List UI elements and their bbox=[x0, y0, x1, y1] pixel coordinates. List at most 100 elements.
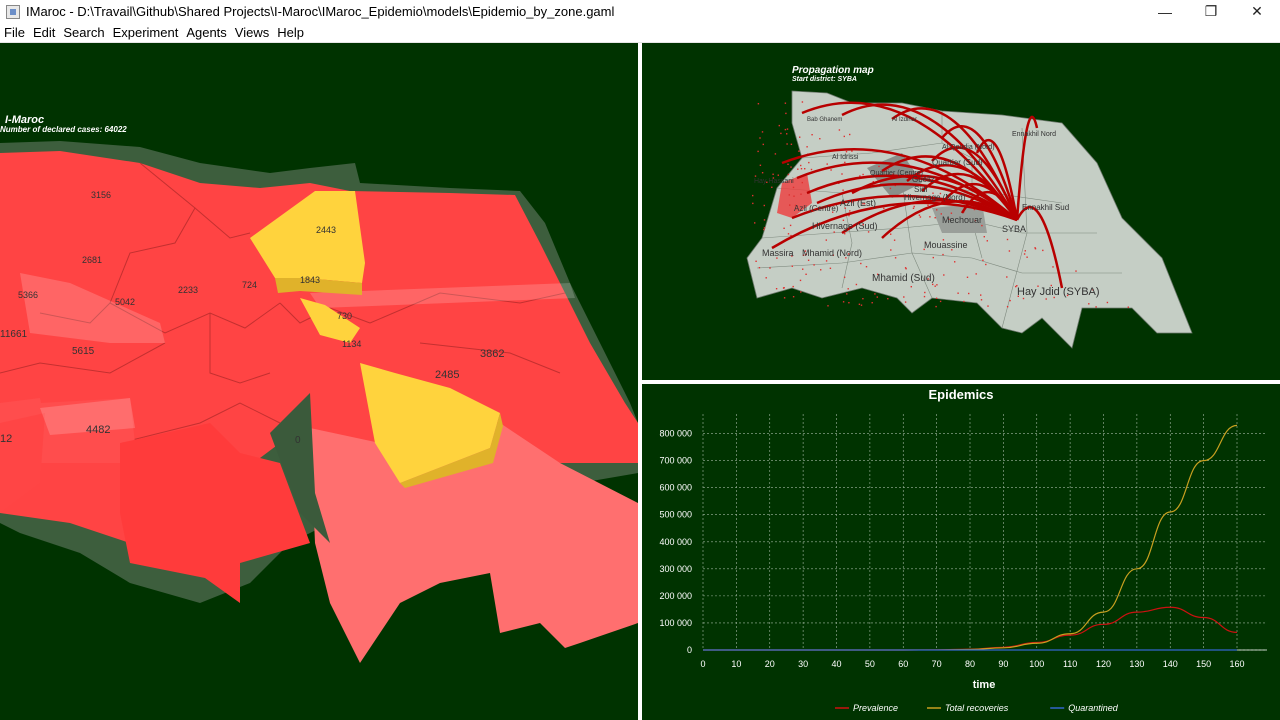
infection-dot bbox=[843, 135, 845, 138]
infection-dot bbox=[794, 204, 797, 207]
epidemics-chart-view[interactable]: Epidemics 0 100 000 200 000 300 000 400 000 5… bbox=[642, 384, 1280, 720]
district-label: Mhamid (Sud) bbox=[872, 273, 935, 284]
propagation-subtitle: Start district: SYBA bbox=[792, 76, 857, 83]
x-tick-label: 160 bbox=[1229, 659, 1244, 669]
infection-dot bbox=[775, 288, 778, 290]
infection-dot bbox=[1006, 276, 1008, 278]
view-splitter-vertical[interactable] bbox=[638, 43, 642, 720]
infection-dot bbox=[786, 143, 788, 145]
infection-dot bbox=[819, 138, 821, 140]
zone-yellow-south[interactable] bbox=[360, 363, 500, 483]
infection-dot bbox=[885, 170, 887, 172]
zone-label: 1134 bbox=[342, 339, 361, 349]
zone-label: 2681 bbox=[82, 255, 102, 265]
zone-red-southcenter[interactable] bbox=[120, 423, 310, 603]
menu-views[interactable]: Views bbox=[234, 25, 270, 40]
infection-dot bbox=[799, 136, 801, 138]
zone-yellow-north[interactable] bbox=[250, 191, 365, 283]
district-label: Azli (Est) bbox=[840, 198, 876, 208]
zone-label: 4482 bbox=[86, 424, 110, 436]
menu-search[interactable]: Search bbox=[63, 25, 105, 40]
infection-dot bbox=[848, 253, 850, 255]
menu-experiment[interactable]: Experiment bbox=[112, 25, 179, 40]
infection-dot bbox=[776, 257, 778, 259]
infection-dot bbox=[792, 285, 794, 288]
zone-label: 5366 bbox=[18, 290, 38, 300]
propagation-map-canvas[interactable]: Propagation map Start district: SYBA Bab… bbox=[642, 43, 1280, 380]
main-map-canvas[interactable]: I-Maroc Number of declared cases: 64022 … bbox=[0, 43, 638, 720]
infection-dot bbox=[763, 219, 766, 221]
infection-dot bbox=[1006, 306, 1009, 308]
chart-x-ticks: 0 10 20 30 40 50 60 70 80 90 100 110 120 130 140 150 160 bbox=[700, 659, 1244, 669]
close-button[interactable]: ✕ bbox=[1251, 3, 1263, 19]
propagation-arc bbox=[841, 199, 1018, 235]
menu-agents[interactable]: Agents bbox=[186, 25, 227, 40]
infection-dot bbox=[903, 296, 905, 298]
menu-file[interactable]: File bbox=[4, 25, 25, 40]
zone-label: 5615 bbox=[72, 346, 95, 357]
infection-dot bbox=[843, 276, 846, 278]
infection-dot bbox=[1022, 297, 1025, 300]
menu-edit[interactable]: Edit bbox=[32, 25, 56, 40]
infection-dot bbox=[802, 268, 804, 270]
infection-dot bbox=[830, 169, 832, 171]
infection-dot bbox=[790, 166, 792, 168]
infection-dot bbox=[1075, 270, 1077, 272]
infection-dot bbox=[894, 257, 897, 259]
district-label: Hay Hassani bbox=[754, 178, 794, 185]
infection-dot bbox=[847, 288, 849, 290]
infection-dot bbox=[1023, 253, 1026, 255]
infection-dot bbox=[849, 133, 851, 136]
propagation-arcs bbox=[771, 101, 1064, 289]
x-tick-label: 50 bbox=[865, 659, 875, 669]
infection-dot bbox=[1092, 289, 1094, 291]
infection-dot bbox=[805, 253, 807, 255]
infection-dot bbox=[940, 213, 942, 215]
infection-dot bbox=[904, 267, 907, 269]
infection-dot bbox=[1037, 285, 1039, 287]
view-splitter-horizontal[interactable] bbox=[642, 380, 1280, 384]
district-label: Hivernage (Nord) bbox=[904, 193, 966, 202]
minimize-button[interactable]: — bbox=[1158, 3, 1172, 20]
y-tick-label: 700 000 bbox=[659, 456, 692, 466]
infection-dot bbox=[827, 305, 829, 307]
zone-yellow-middle[interactable] bbox=[300, 298, 360, 343]
infection-dot bbox=[844, 161, 846, 164]
zone-red-south[interactable] bbox=[40, 398, 135, 463]
infection-dot bbox=[838, 129, 841, 131]
infection-dot bbox=[810, 168, 813, 171]
infection-dot bbox=[934, 285, 936, 287]
infection-dot bbox=[981, 224, 983, 227]
infection-dot bbox=[848, 302, 850, 304]
propagation-map-view[interactable]: Propagation map Start district: SYBA Bab… bbox=[642, 43, 1280, 380]
infection-dot bbox=[789, 224, 792, 227]
main-map-view[interactable]: I-Maroc Number of declared cases: 64022 … bbox=[0, 43, 638, 720]
menu-help[interactable]: Help bbox=[277, 25, 304, 40]
infection-dot bbox=[842, 301, 845, 303]
infection-dot bbox=[862, 203, 864, 205]
propagation-arc bbox=[881, 200, 1018, 239]
zone-empty[interactable] bbox=[270, 393, 330, 543]
chart-legend: Prevalence Total recoveries Quarantined bbox=[835, 703, 1119, 713]
zone-label: 2485 bbox=[435, 369, 459, 381]
propagation-arc bbox=[841, 103, 1019, 221]
infection-dot bbox=[936, 284, 938, 286]
legend-label: Prevalence bbox=[853, 703, 898, 713]
infection-dot bbox=[758, 267, 761, 269]
chart-y-ticks: 0 100 000 200 000 300 000 400 000 500 000 600 … bbox=[659, 429, 692, 655]
restore-button[interactable]: ❐ bbox=[1204, 3, 1218, 19]
epidemics-chart[interactable]: Epidemics 0 100 000 200 000 300 000 400 000 5… bbox=[642, 384, 1280, 720]
zone-red-west-edge[interactable] bbox=[0, 413, 45, 513]
x-tick-label: 40 bbox=[831, 659, 841, 669]
zone-pink-southeast[interactable] bbox=[310, 423, 638, 663]
propagation-arc bbox=[771, 201, 1018, 250]
infection-dot bbox=[1026, 256, 1028, 258]
infection-dot bbox=[790, 143, 793, 145]
infection-dot bbox=[842, 189, 844, 191]
district-label: Mouassine bbox=[924, 240, 968, 250]
legend-label: Total recoveries bbox=[945, 703, 1009, 713]
infection-dot bbox=[936, 209, 938, 211]
infection-dot bbox=[800, 168, 803, 170]
zone-label: 12 bbox=[0, 433, 12, 445]
window-titlebar[interactable]: IMaroc - D:\Travail\Github\Shared Projec… bbox=[0, 0, 1280, 23]
